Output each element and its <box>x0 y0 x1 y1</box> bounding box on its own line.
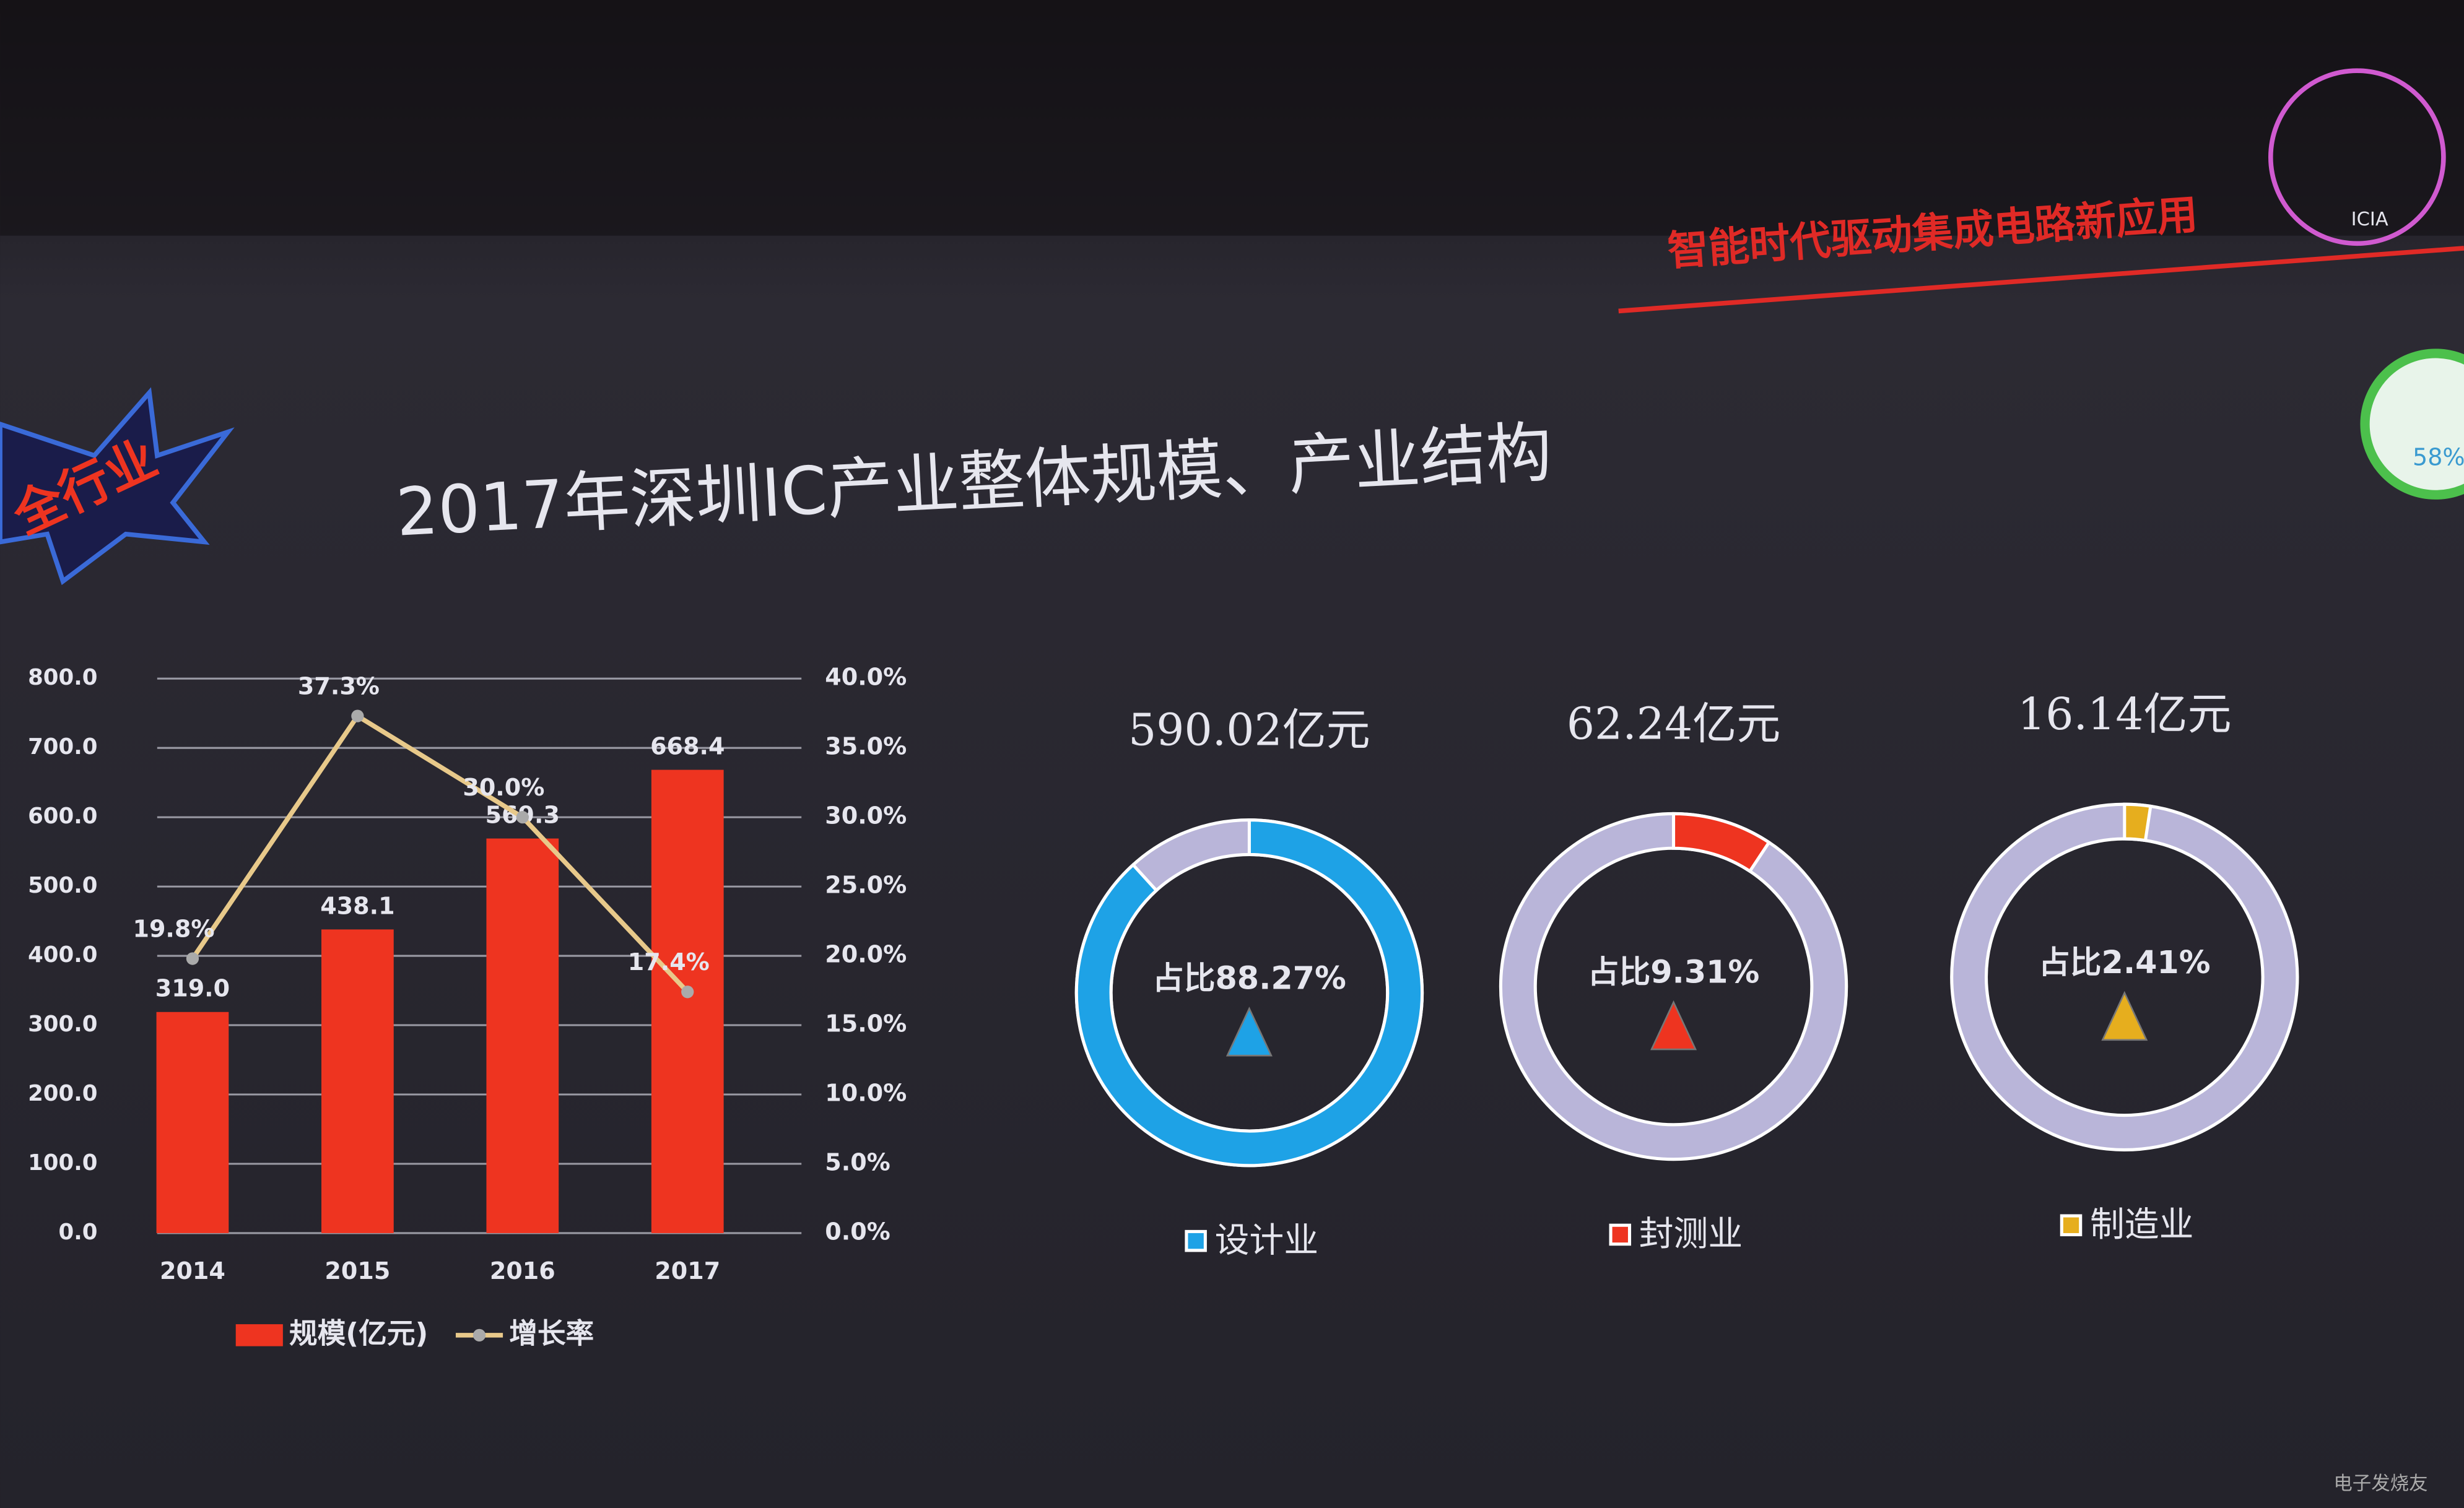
x-tick-label: 2015 <box>324 1257 390 1285</box>
donut-slice <box>2123 802 2153 843</box>
center-label: 占比88.27% <box>1152 960 1346 996</box>
y2-tick-label: 35.0% <box>825 733 907 760</box>
line-label: 19.8% <box>133 915 214 942</box>
marker-triangle <box>1225 1007 1273 1057</box>
bar-label: 668.4 <box>650 733 725 760</box>
line-point <box>351 709 364 722</box>
y2-tick-label: 20.0% <box>825 941 907 968</box>
y-tick-label: 100.0 <box>28 1150 97 1176</box>
legend-swatch <box>1609 1223 1632 1246</box>
x-tick-label: 2017 <box>655 1257 720 1285</box>
y2-tick-label: 40.0% <box>825 664 907 691</box>
marker-triangle <box>1650 1000 1697 1051</box>
line-label: 30.0% <box>463 774 544 801</box>
y2-tick-label: 30.0% <box>825 802 907 830</box>
donut-slice <box>1074 818 1424 1168</box>
line-label: 17.4% <box>628 948 710 976</box>
line-point <box>681 986 694 999</box>
y2-tick-label: 15.0% <box>825 1010 907 1038</box>
legend-swatch <box>1185 1229 1207 1252</box>
banner-rule <box>1618 246 2464 314</box>
donut-slice <box>1672 812 1772 873</box>
ceiling <box>0 0 2464 236</box>
y2-tick-label: 5.0% <box>825 1148 890 1176</box>
x-tick-label: 2014 <box>160 1257 225 1285</box>
bar-label: 438.1 <box>320 892 394 919</box>
line <box>190 713 690 994</box>
legend-label: 封测业 <box>1639 1214 1743 1254</box>
center-label: 占比9.31% <box>1588 953 1760 990</box>
y2-tick-label: 25.0% <box>825 872 907 899</box>
y-tick-label: 600.0 <box>28 804 97 829</box>
legend-swatch <box>2060 1214 2083 1237</box>
widget-text: 58% <box>2413 443 2464 470</box>
legend-dot <box>472 1328 486 1342</box>
bar <box>321 929 394 1233</box>
center-label: 占比2.41% <box>2039 944 2211 981</box>
line-point <box>186 952 199 965</box>
marker-triangle <box>2101 990 2148 1041</box>
logo-ring <box>2268 68 2446 246</box>
pie-title: 62.24亿元 <box>1567 698 1780 749</box>
y2-tick-label: 0.0% <box>825 1218 890 1245</box>
legend-swatch <box>235 1324 283 1346</box>
bar <box>651 769 724 1233</box>
line-label: 37.3% <box>298 672 380 700</box>
badge <box>0 387 235 586</box>
line-point <box>516 810 529 824</box>
bar <box>156 1012 229 1233</box>
legend-label: 设计业 <box>1215 1220 1318 1260</box>
y-tick-label: 200.0 <box>28 1081 97 1106</box>
pie-title: 16.14亿元 <box>2018 688 2231 740</box>
logo-text: ICIA <box>2351 209 2388 230</box>
y-tick-label: 300.0 <box>28 1012 97 1037</box>
y-tick-label: 700.0 <box>28 734 97 760</box>
y-tick-label: 500.0 <box>28 873 97 898</box>
y-tick-label: 800.0 <box>28 665 97 690</box>
bar-label: 319.0 <box>155 975 230 1002</box>
y-tick-label: 0.0 <box>59 1220 98 1245</box>
bar <box>486 838 559 1233</box>
pie-title: 590.02亿元 <box>1128 704 1370 756</box>
legend-label: 规模(亿元) <box>289 1317 428 1350</box>
legend-label: 增长率 <box>509 1317 594 1350</box>
legend-label: 制造业 <box>2090 1205 2193 1245</box>
y2-tick-label: 10.0% <box>825 1080 907 1107</box>
watermark: 电子发烧友 <box>2333 1473 2427 1494</box>
widget <box>2360 349 2464 500</box>
x-tick-label: 2016 <box>490 1257 555 1285</box>
y-tick-label: 400.0 <box>28 942 97 968</box>
